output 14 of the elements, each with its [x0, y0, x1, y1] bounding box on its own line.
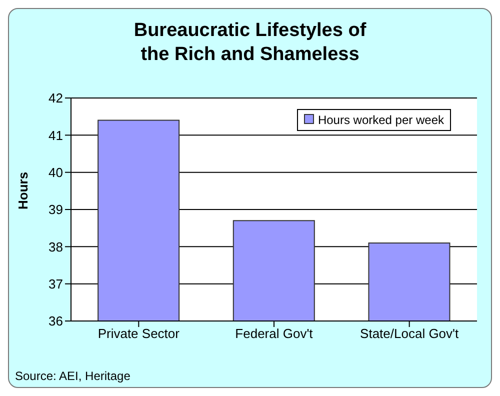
- source-note: Source: AEI, Heritage: [15, 369, 130, 383]
- y-tick-label: 40: [48, 164, 63, 180]
- y-tick-label: 41: [48, 128, 63, 143]
- y-tick-label: 36: [48, 314, 63, 329]
- legend-label: Hours worked per week: [316, 113, 444, 127]
- x-tick-label: Private Sector: [98, 326, 180, 342]
- x-tick-label: State/Local Gov't: [360, 326, 460, 342]
- y-tick-label: 39: [48, 202, 63, 218]
- y-tick-label: 37: [48, 276, 63, 292]
- y-axis-title: Hours: [16, 172, 31, 210]
- y-tick-label: 42: [48, 90, 63, 106]
- y-tick-label: 38: [48, 239, 63, 254]
- x-tick-label: Federal Gov't: [235, 326, 314, 342]
- chart-title: Bureaucratic Lifestyles of the Rich and Shameless: [132, 19, 368, 67]
